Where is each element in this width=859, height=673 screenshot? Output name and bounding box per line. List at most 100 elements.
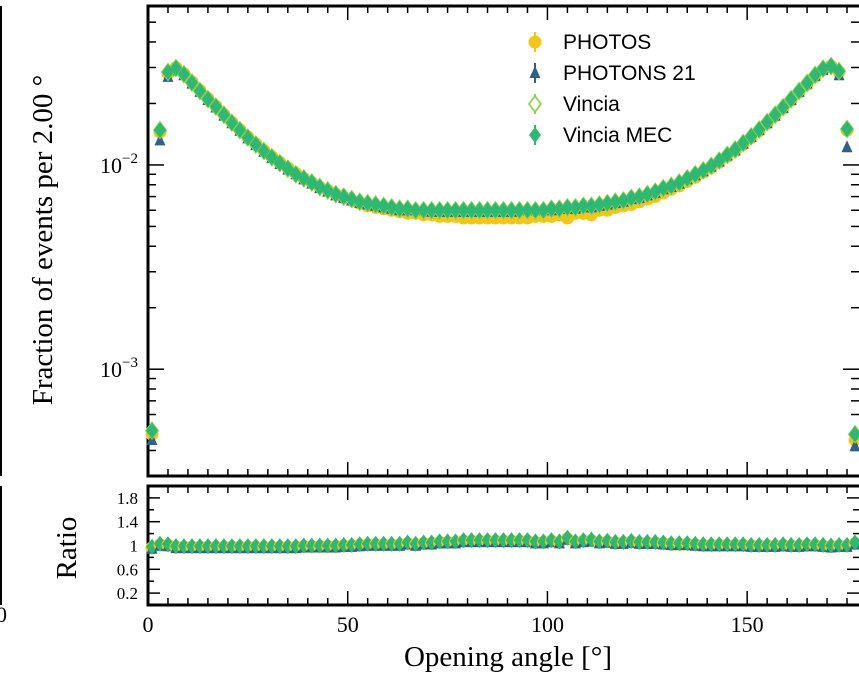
data-point xyxy=(737,135,750,152)
legend-marker xyxy=(529,127,541,143)
data-point xyxy=(281,160,294,177)
data-point xyxy=(153,122,166,139)
data-point xyxy=(409,202,422,219)
data-point xyxy=(513,202,526,219)
data-point xyxy=(769,106,782,123)
legend-marker xyxy=(529,66,541,78)
data-point xyxy=(441,202,454,219)
legend-item-vincia: Vincia xyxy=(527,93,620,116)
data-point xyxy=(753,121,766,138)
data-point xyxy=(177,66,190,83)
data-point xyxy=(521,202,534,219)
data-point xyxy=(641,186,654,203)
series-vincia xyxy=(144,56,859,444)
ratio-series xyxy=(145,529,859,555)
series-photons xyxy=(146,60,859,452)
ratio-y-axis-title: Ratio xyxy=(51,517,83,580)
data-point xyxy=(249,136,262,153)
ratio-y-tick-label: 0.2 xyxy=(117,584,138,603)
data-point xyxy=(625,189,638,206)
data-point xyxy=(385,199,398,216)
data-point xyxy=(345,191,358,208)
legend: PHOTOS PHOTONS 21 Vincia Vincia MEC xyxy=(527,31,696,147)
data-point xyxy=(337,188,350,205)
data-point xyxy=(185,74,198,91)
data-point xyxy=(401,200,414,217)
data-point xyxy=(233,122,246,139)
x-tick-label: 50 xyxy=(337,612,359,637)
data-point xyxy=(537,202,550,219)
x-axis-title: Opening angle [°] xyxy=(404,641,612,673)
data-point xyxy=(633,188,646,205)
data-point xyxy=(417,202,430,219)
series-photos xyxy=(145,59,859,447)
data-point xyxy=(713,152,726,169)
x-tick-label: 0 xyxy=(143,612,154,637)
y-tick-label: 10−3 xyxy=(100,355,138,382)
data-point xyxy=(577,197,590,214)
data-point xyxy=(545,200,558,217)
legend-label: PHOTONS 21 xyxy=(563,62,696,85)
data-point xyxy=(729,141,742,158)
data-point xyxy=(225,114,238,131)
legend-marker xyxy=(528,35,542,49)
data-point xyxy=(561,199,574,216)
data-point xyxy=(809,66,822,83)
main-panel: 10−2 10−3 xyxy=(0,4,859,478)
data-point xyxy=(505,202,518,219)
data-point xyxy=(489,202,502,219)
legend-item-photos: PHOTOS xyxy=(528,31,651,54)
series-vincia-mec xyxy=(145,58,859,443)
data-point xyxy=(761,114,774,131)
data-point xyxy=(377,197,390,214)
x-tick-label: 100 xyxy=(531,612,564,637)
data-point xyxy=(169,60,182,77)
data-point xyxy=(481,202,494,219)
data-point xyxy=(841,120,854,137)
data-point xyxy=(433,202,446,219)
legend-item-vincia-mec: Vincia MEC xyxy=(529,124,672,147)
legend-marker xyxy=(527,94,543,114)
left-fragment-label: 0 xyxy=(0,602,7,627)
ratio-y-tick-label: 1.4 xyxy=(117,513,139,532)
data-point xyxy=(617,192,630,209)
ratio-point-vincia-mec xyxy=(249,538,262,555)
data-point xyxy=(273,155,286,172)
data-point xyxy=(801,74,814,91)
ratio-y-tick-label: 0.6 xyxy=(117,560,138,579)
data-point xyxy=(849,439,859,452)
data-point xyxy=(361,195,374,212)
data-point xyxy=(265,149,278,166)
data-point xyxy=(593,196,606,213)
legend-item-photons: PHOTONS 21 xyxy=(529,62,696,85)
data-point xyxy=(657,180,670,197)
data-point xyxy=(353,193,366,210)
data-point xyxy=(601,195,614,212)
ratio-point-vincia-mec xyxy=(849,534,859,551)
data-point xyxy=(329,186,342,203)
data-point xyxy=(257,143,270,160)
data-point xyxy=(473,202,486,219)
y-tick-label: 10−2 xyxy=(100,151,138,178)
data-point xyxy=(393,200,406,217)
data-point xyxy=(841,140,853,153)
data-point xyxy=(425,202,438,219)
data-point xyxy=(745,128,758,145)
data-point xyxy=(529,202,542,219)
ratio-y-tick-label: 1.8 xyxy=(117,489,138,508)
data-point xyxy=(209,98,222,115)
data-point xyxy=(849,426,859,443)
data-point xyxy=(785,91,798,108)
x-tick-label: 150 xyxy=(731,612,764,637)
data-point xyxy=(465,202,478,219)
data-point xyxy=(777,99,790,116)
ratio-panel: 0 50 100 150 0.2 0.6 1 1.4 1.8 xyxy=(0,484,859,637)
data-point xyxy=(449,202,462,219)
ratio-y-tick-label: 1 xyxy=(130,537,139,556)
data-point xyxy=(497,202,510,219)
data-point xyxy=(201,91,214,108)
data-point xyxy=(553,200,566,217)
data-point xyxy=(793,83,806,100)
data-point xyxy=(457,202,470,219)
